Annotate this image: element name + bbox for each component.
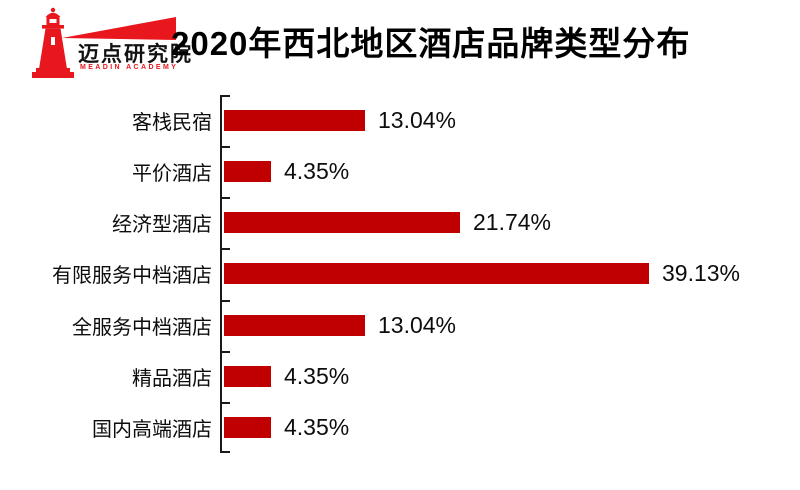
bar [224, 263, 649, 285]
chart-row: 精品酒店 4.35% [0, 351, 800, 402]
brand-name: 迈点研究院 [78, 43, 193, 66]
page-title: 2020年西北地区酒店品牌类型分布 [171, 25, 691, 62]
y-axis [220, 95, 222, 453]
lighthouse-icon [32, 7, 176, 78]
chart-row: 经济型酒店 21.74% [0, 197, 800, 248]
category-label: 有限服务中档酒店 [52, 265, 212, 288]
category-label: 精品酒店 [132, 367, 212, 390]
value-label: 4.35% [284, 413, 350, 440]
brand-subtitle: MEADIN ACADEMY [80, 64, 179, 71]
axis-tick [220, 146, 230, 148]
axis-tick [220, 451, 230, 453]
chart-rows: 客栈民宿 13.04% 平价酒店 4.35% 经济型酒店 21.74% 有限服务中档酒店 39… [0, 95, 800, 453]
light-beam-shape [62, 17, 176, 40]
bar [224, 416, 271, 438]
category-label: 经济型酒店 [112, 214, 212, 237]
bar-chart: 客栈民宿 13.04% 平价酒店 4.35% 经济型酒店 21.74% 有限服务中档酒店 39… [0, 95, 800, 453]
value-label: 4.35% [284, 158, 350, 185]
bar [224, 110, 365, 132]
chart-row: 平价酒店 4.35% [0, 146, 800, 197]
chart-row: 国内高端酒店 4.35% [0, 402, 800, 453]
axis-tick [220, 300, 230, 302]
axis-tick [220, 95, 230, 97]
value-label: 21.74% [473, 209, 552, 236]
category-label: 平价酒店 [132, 163, 212, 186]
bar [224, 161, 271, 183]
chart-row: 全服务中档酒店 13.04% [0, 300, 800, 351]
bar [224, 212, 460, 234]
axis-tick [220, 197, 230, 199]
bar [224, 365, 271, 387]
value-label: 13.04% [378, 311, 457, 338]
bar [224, 314, 365, 336]
logo: 迈点研究院 MEADIN ACADEMY [28, 5, 203, 85]
category-label: 国内高端酒店 [92, 418, 212, 441]
chart-row: 有限服务中档酒店 39.13% [0, 248, 800, 299]
category-label: 客栈民宿 [132, 112, 212, 135]
axis-tick [220, 402, 230, 404]
chart-row: 客栈民宿 13.04% [0, 95, 800, 146]
category-label: 全服务中档酒店 [72, 316, 212, 339]
axis-tick [220, 248, 230, 250]
value-label: 39.13% [662, 260, 741, 287]
value-label: 13.04% [378, 107, 457, 134]
axis-tick [220, 351, 230, 353]
value-label: 4.35% [284, 362, 350, 389]
